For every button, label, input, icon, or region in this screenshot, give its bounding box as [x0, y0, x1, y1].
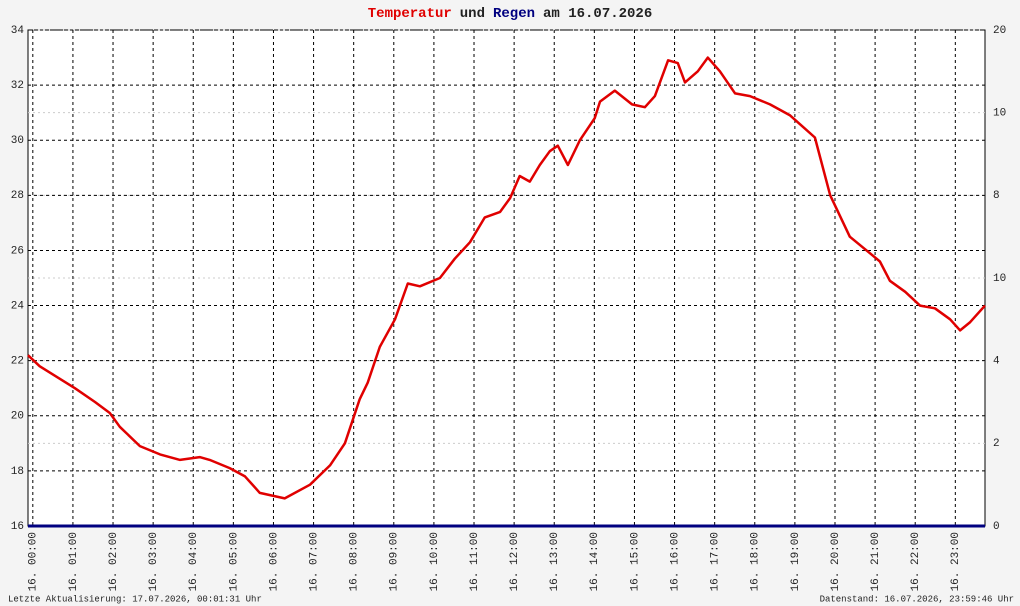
y-tick-label: 34 [11, 25, 25, 37]
x-tick-label: 16. 09:00 [389, 532, 401, 591]
x-tick-label: 16. 13:00 [549, 532, 561, 591]
x-tick-label: 16. 18:00 [750, 532, 762, 591]
y-tick-label: 24 [11, 300, 25, 312]
x-tick-label: 16. 11:00 [469, 532, 481, 591]
x-tick-label: 16. 20:00 [830, 532, 842, 591]
y-tick-label: 22 [11, 356, 24, 368]
x-tick-label: 16. 19:00 [790, 532, 802, 591]
y2-tick-label: 8 [993, 190, 1000, 202]
x-tick-label: 16. 12:00 [509, 532, 521, 591]
x-tick-label: 16. 22:00 [910, 532, 922, 591]
x-tick-label: 16. 14:00 [589, 532, 601, 591]
title-part: am 16.07.2026 [543, 6, 652, 22]
x-tick-label: 16. 03:00 [148, 532, 160, 591]
y-tick-label: 26 [11, 245, 24, 257]
y2-tick-label: 4 [993, 356, 1000, 368]
chart-title: Temperatur und Regen am 16.07.2026 [368, 6, 652, 22]
y2-tick-label: 10 [993, 108, 1006, 120]
x-tick-label: 16. 05:00 [228, 532, 240, 591]
y2-tick-label: 2 [993, 438, 1000, 450]
x-tick-label: 16. 23:00 [950, 532, 962, 591]
x-tick-label: 16. 08:00 [349, 532, 361, 591]
y-tick-label: 20 [11, 411, 24, 423]
y-tick-label: 28 [11, 190, 24, 202]
title-part: Temperatur [368, 6, 452, 22]
update-note: Letzte Aktualisierung: 17.07.2026, 00:01… [8, 594, 262, 604]
x-tick-label: 16. 21:00 [870, 532, 882, 591]
y2-tick-label: 20 [993, 25, 1006, 37]
x-tick-label: 16. 06:00 [268, 532, 280, 591]
x-tick-label: 16. 10:00 [429, 532, 441, 591]
y2-tick-label: 0 [993, 521, 1000, 533]
plot-area [27, 29, 986, 527]
x-tick-label: 16. 04:00 [188, 532, 200, 591]
x-tick-label: 16. 17:00 [710, 532, 722, 591]
title-part: und [460, 6, 485, 22]
y-tick-label: 32 [11, 80, 24, 92]
y-tick-label: 16 [11, 521, 24, 533]
x-tick-label: 16. 15:00 [629, 532, 641, 591]
x-tick-label: 16. 00:00 [28, 532, 40, 591]
x-tick-label: 16. 01:00 [68, 532, 80, 591]
data-note: Datenstand: 16.07.2026, 23:59:46 Uhr [820, 594, 1014, 604]
temperature-line [27, 56, 986, 500]
x-tick-label: 16. 02:00 [108, 532, 120, 591]
y2-tick-label: 10 [993, 273, 1006, 285]
y-tick-label: 18 [11, 466, 24, 478]
title-part: Regen [493, 6, 535, 22]
x-tick-label: 16. 16:00 [669, 532, 681, 591]
x-tick-label: 16. 07:00 [308, 532, 320, 591]
y-tick-label: 30 [11, 135, 24, 147]
